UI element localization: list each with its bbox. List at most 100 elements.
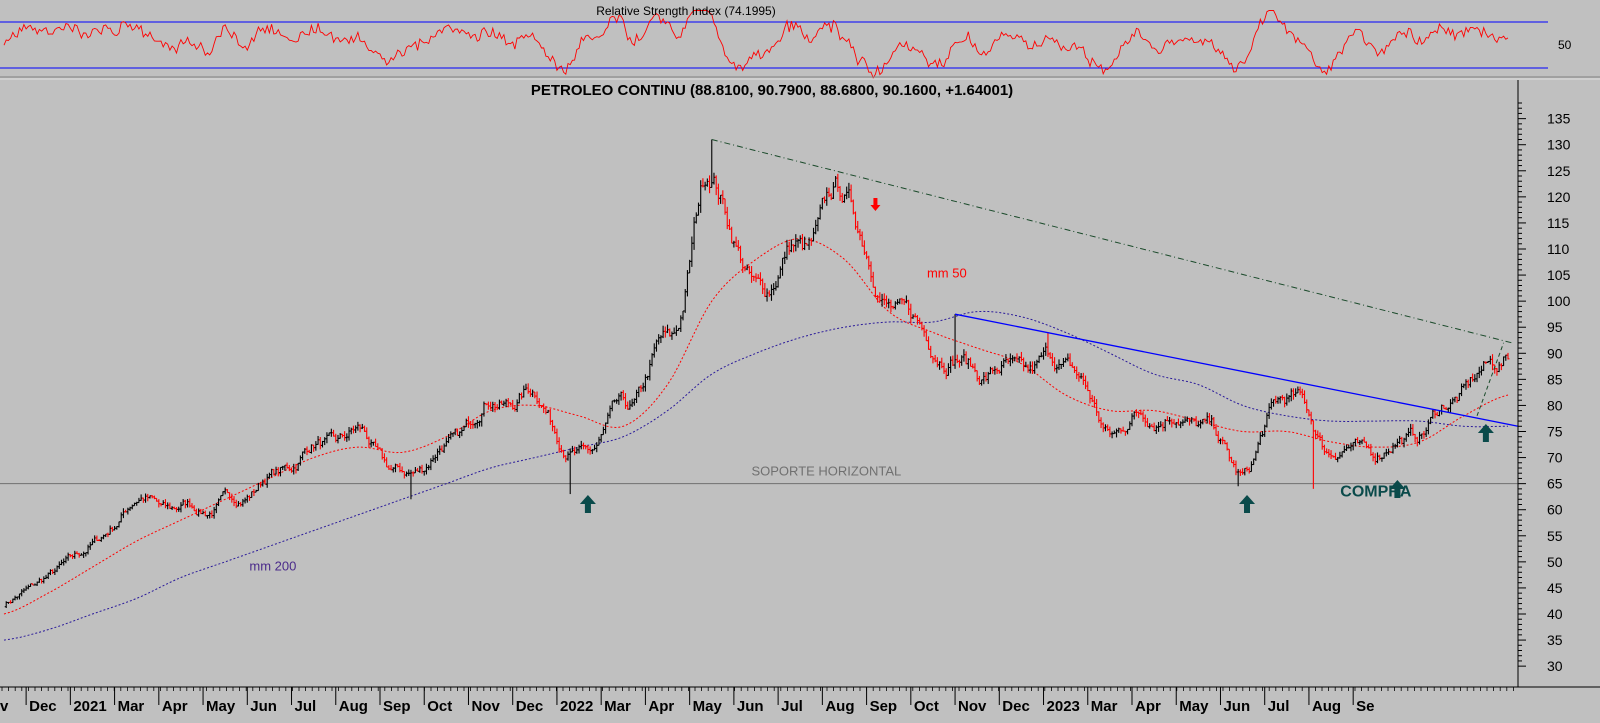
price-bar — [1418, 431, 1422, 445]
price-bar — [871, 271, 875, 288]
price-bar — [758, 272, 762, 286]
price-bar — [51, 569, 55, 575]
price-bar — [1462, 383, 1466, 389]
price-bar — [847, 182, 851, 199]
price-bar — [106, 532, 110, 538]
price-bar — [1258, 432, 1262, 446]
price-bar — [1042, 347, 1046, 360]
price-bar — [880, 293, 884, 307]
price-bar — [551, 419, 555, 432]
price-bar — [1015, 353, 1019, 362]
price-bar — [1274, 395, 1278, 404]
price-bar — [1309, 411, 1313, 425]
price-bar — [1088, 390, 1092, 404]
price-bar — [1165, 416, 1169, 422]
price-bar — [42, 576, 46, 584]
price-bar — [1053, 357, 1057, 372]
price-bar — [1145, 417, 1149, 428]
price-bar — [183, 499, 187, 509]
price-bar — [62, 558, 66, 566]
price-bar — [37, 577, 41, 583]
price-bar — [893, 301, 897, 310]
price-bar — [730, 226, 734, 244]
price-bar — [1046, 332, 1050, 358]
price-bar — [1241, 468, 1245, 475]
price-bar — [1035, 359, 1039, 369]
price-bar — [566, 451, 570, 461]
price-bar — [1382, 452, 1386, 459]
price-bar — [1176, 418, 1180, 426]
price-bar — [424, 463, 428, 475]
price-bar — [1429, 416, 1433, 425]
price-bar — [849, 184, 853, 203]
price-bar — [192, 505, 196, 512]
price-bar — [705, 178, 709, 187]
price-bar — [210, 510, 214, 519]
price-bar — [347, 427, 351, 441]
price-bar — [53, 568, 57, 575]
price-bar — [798, 235, 802, 244]
price-bar — [1475, 372, 1479, 383]
price-bar — [1064, 357, 1068, 363]
price-bar — [22, 588, 26, 593]
price-bar — [1422, 430, 1426, 439]
price-bar — [610, 400, 614, 412]
price-bar — [814, 219, 818, 235]
price-bar — [365, 427, 369, 440]
y-tick-label: 125 — [1547, 163, 1571, 179]
price-bar — [234, 499, 238, 509]
price-bar — [776, 275, 780, 288]
price-bar — [1079, 373, 1083, 379]
price-bar — [453, 428, 457, 436]
price-bar — [1362, 436, 1366, 443]
price-bar — [867, 255, 871, 270]
price-bar — [727, 219, 731, 230]
y-tick-label: 90 — [1547, 345, 1563, 361]
price-bar — [1172, 419, 1176, 425]
price-bar — [816, 217, 820, 232]
price-bar — [119, 512, 123, 523]
price-bar — [969, 357, 973, 367]
annotation-label: SOPORTE HORIZONTAL — [751, 463, 901, 478]
price-bar — [1506, 352, 1510, 360]
price-bar — [712, 172, 716, 185]
price-bar — [845, 186, 849, 200]
price-bar — [73, 550, 77, 559]
price-bar — [108, 525, 112, 535]
price-bar — [1409, 423, 1413, 436]
price-bar — [765, 288, 769, 302]
price-bar — [1395, 438, 1399, 448]
price-bar — [524, 383, 528, 391]
y-tick-label: 80 — [1547, 397, 1563, 413]
price-bar — [1289, 388, 1293, 402]
price-bar — [1110, 431, 1114, 439]
price-bar — [1325, 448, 1329, 454]
price-bar — [971, 363, 975, 369]
price-bar — [504, 398, 508, 408]
price-bar — [922, 325, 926, 337]
sell-arrow — [870, 198, 881, 211]
price-bar — [1194, 416, 1198, 427]
price-bar — [464, 418, 468, 428]
price-bar — [626, 401, 630, 410]
price-bar — [186, 499, 190, 508]
price-bar — [736, 240, 740, 251]
price-bar — [429, 458, 433, 471]
price-bar — [312, 444, 316, 452]
price-bar — [250, 491, 254, 499]
price-bar — [878, 292, 882, 302]
price-bar — [884, 295, 888, 308]
price-bar — [909, 303, 913, 324]
price-bar — [139, 494, 143, 501]
price-bar — [385, 457, 389, 468]
price-bar — [570, 445, 574, 453]
price-bar — [1011, 355, 1015, 364]
price-bar — [411, 471, 415, 477]
price-bar — [276, 467, 280, 477]
mm50-line — [3, 238, 1509, 615]
price-bar — [243, 497, 247, 504]
price-bar — [1376, 452, 1380, 464]
price-bar — [407, 469, 411, 476]
price-bar — [827, 187, 831, 198]
price-bar — [121, 508, 125, 519]
